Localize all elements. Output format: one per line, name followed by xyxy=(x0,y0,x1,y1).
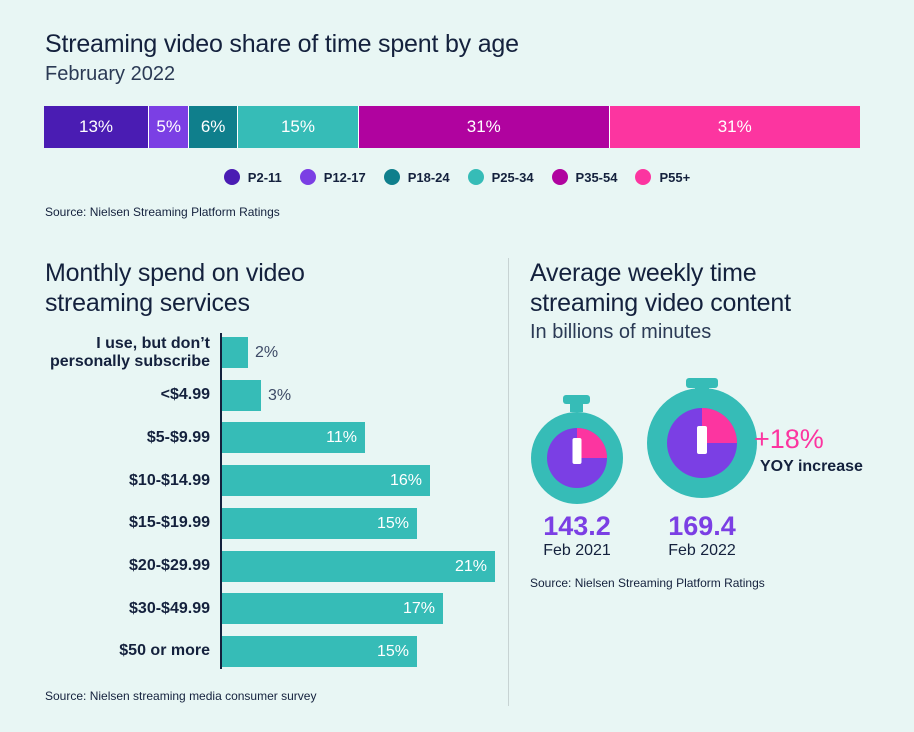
legend-dot xyxy=(383,169,400,185)
stack-segment-p2-11: 13% xyxy=(44,106,150,148)
spend-category-line: personally subscribe xyxy=(49,352,210,370)
legend-item: P35-54 xyxy=(551,169,618,185)
spend-bar xyxy=(222,550,495,582)
spend-bar xyxy=(222,635,417,667)
spend-title-line1: Monthly spend on video xyxy=(45,259,305,287)
spend-title: Monthly spend on video streaming service… xyxy=(45,258,305,318)
legend-label: P2-11 xyxy=(247,169,282,185)
spend-category-line: $5-$9.99 xyxy=(146,428,210,446)
legend-label: P25-34 xyxy=(491,169,534,185)
legend-item: P25-34 xyxy=(467,169,534,185)
legend-dot xyxy=(635,169,652,185)
stopwatch-icon xyxy=(647,378,757,498)
spend-bar-value: 21% xyxy=(454,557,487,575)
legend-dot xyxy=(299,169,316,185)
legend-dot xyxy=(467,169,484,185)
age-share-legend: P2-11 P12-17 P18-24 P25-34 P35-54 P55+ xyxy=(0,169,914,185)
spend-category-label: $5-$9.99 xyxy=(147,429,210,447)
legend-dot xyxy=(223,169,240,185)
age-share-source: Source: Nielsen Streaming Platform Ratin… xyxy=(45,205,280,219)
spend-category-line: $15-$19.99 xyxy=(129,514,210,532)
spend-bar xyxy=(222,422,365,454)
spend-bar-value: 15% xyxy=(376,642,409,660)
legend-label: P55+ xyxy=(659,169,691,185)
legend-label: P12-17 xyxy=(323,169,366,185)
spend-bar-value: 11% xyxy=(326,429,357,447)
spend-title-line2: streaming services xyxy=(45,289,250,317)
spend-category-label: <$4.99 xyxy=(161,386,210,404)
age-share-stacked-bar: 13% 5% 6% 15% 31% 31% xyxy=(44,106,860,148)
weekly-title: Average weekly time streaming video cont… xyxy=(530,258,791,318)
spend-bar xyxy=(222,337,248,368)
spend-category-label: $50 or more xyxy=(119,642,210,660)
spend-category-line: I use, but don’t xyxy=(96,334,210,352)
age-share-title: Streaming video share of time spent by a… xyxy=(45,30,519,58)
legend-label: P18-24 xyxy=(407,169,450,185)
stack-segment-p55plus: 31% xyxy=(609,106,860,148)
legend-label: P35-54 xyxy=(575,169,618,185)
spend-bar-value: 2% xyxy=(255,344,279,361)
spend-bar-value: 16% xyxy=(389,472,422,490)
stopwatch-hand-2021 xyxy=(572,438,582,464)
spend-category-line: $10-$14.99 xyxy=(129,471,210,489)
legend-item: P12-17 xyxy=(299,169,366,185)
spend-category-label: $10-$14.99 xyxy=(129,472,210,490)
spend-category-label: $20-$29.99 xyxy=(129,557,210,575)
value-feb-2022: 169.4 xyxy=(668,511,736,541)
weekly-title-line2: streaming video content xyxy=(530,289,791,317)
legend-dot xyxy=(551,169,568,185)
date-feb-2022: Feb 2022 xyxy=(668,542,736,559)
stack-segment-p25-34: 15% xyxy=(237,106,360,148)
yoy-change: +18% xyxy=(754,424,824,454)
stopwatch-icon xyxy=(531,395,623,504)
spend-category-line: $30-$49.99 xyxy=(129,599,210,617)
stack-segment-p12-17: 5% xyxy=(149,106,190,148)
age-share-subtitle: February 2022 xyxy=(45,63,176,85)
spend-category-line: $20-$29.99 xyxy=(129,557,210,574)
spend-category-label: $15-$19.99 xyxy=(129,514,210,532)
spend-bar xyxy=(222,379,261,411)
spend-bar xyxy=(222,593,443,625)
stopwatch-wedge-2022 xyxy=(702,408,737,443)
yoy-label: YOY increase xyxy=(760,458,863,475)
legend-item: P2-11 xyxy=(223,169,282,185)
spend-source: Source: Nielsen streaming media consumer… xyxy=(45,689,317,703)
spend-category-line: <$4.99 xyxy=(160,386,210,404)
stack-segment-p35-54: 31% xyxy=(359,106,610,148)
weekly-subtitle: In billions of minutes xyxy=(530,321,712,343)
section-divider xyxy=(508,258,509,706)
legend-item: P18-24 xyxy=(383,169,450,185)
stack-segment-p18-24: 6% xyxy=(189,106,238,148)
spend-bar-value: 17% xyxy=(402,600,435,618)
stopwatch-hand-2022 xyxy=(697,426,707,454)
spend-category-label: I use, but don’t personally subscribe xyxy=(50,335,210,371)
stopwatch-graphics xyxy=(531,378,757,504)
value-feb-2021: 143.2 xyxy=(543,511,611,541)
legend-item: P55+ xyxy=(635,169,690,185)
spend-bar xyxy=(222,507,417,539)
date-feb-2021: Feb 2021 xyxy=(543,542,611,559)
spend-bar-value: 15% xyxy=(376,514,409,532)
spend-bar-value: 3% xyxy=(268,386,292,404)
stopwatch-wedge-2021 xyxy=(577,428,607,458)
weekly-title-line1: Average weekly time xyxy=(530,259,757,287)
spend-bar xyxy=(222,465,430,497)
spend-axis-line xyxy=(220,333,222,669)
spend-category-label: $30-$49.99 xyxy=(129,600,210,618)
weekly-source: Source: Nielsen Streaming Platform Ratin… xyxy=(530,576,765,590)
spend-category-line: $50 or more xyxy=(119,642,210,660)
